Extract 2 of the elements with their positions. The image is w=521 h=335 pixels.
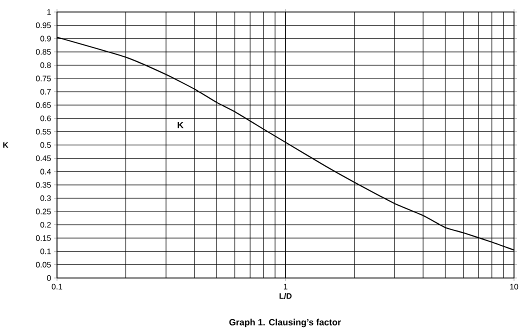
text: Graph 1. Clausing’s factor — [229, 318, 341, 328]
annotation: K — [178, 122, 184, 128]
